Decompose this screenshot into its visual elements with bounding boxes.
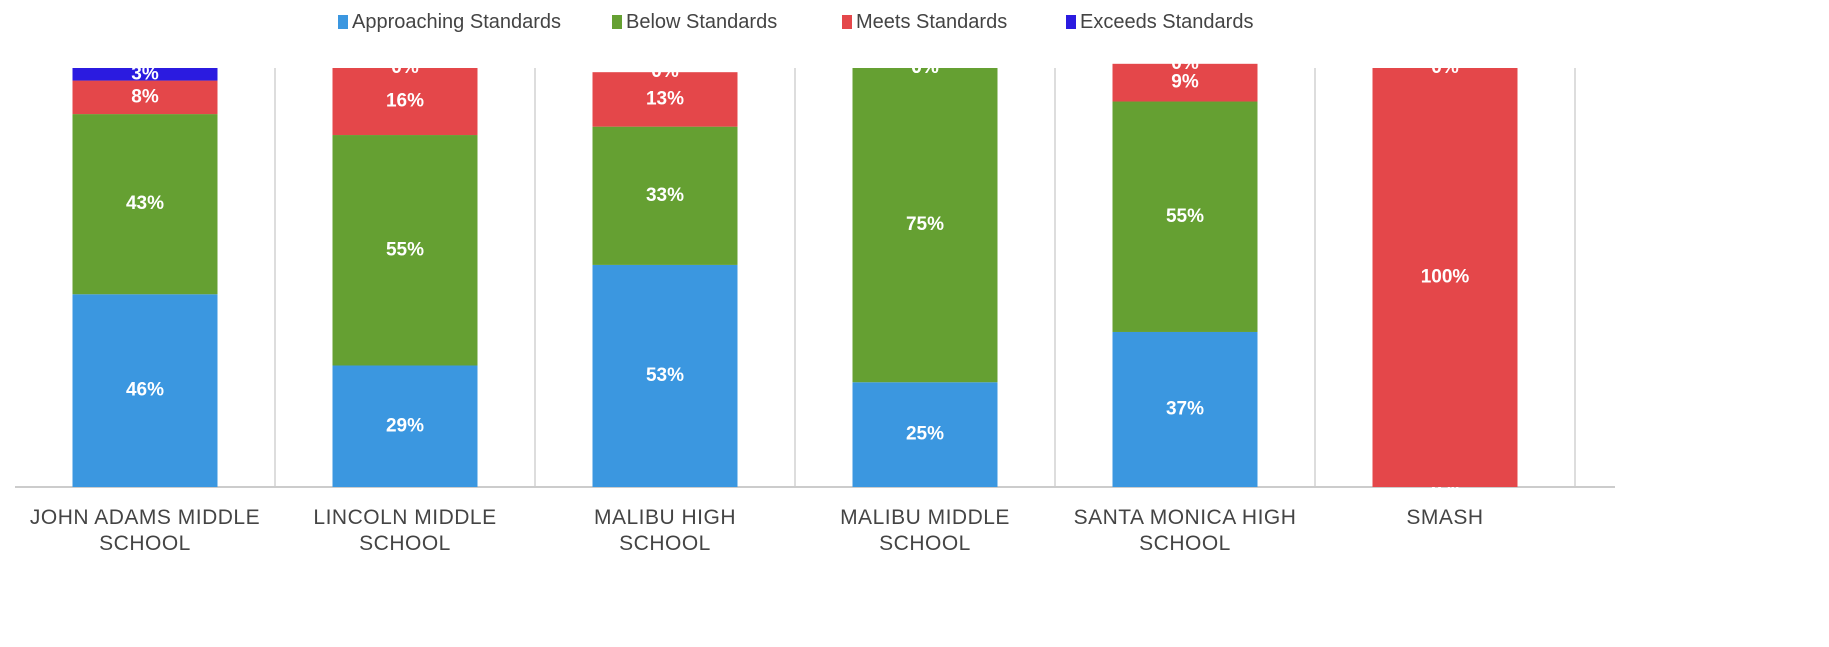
data-label: 0% — [1171, 53, 1199, 74]
data-label: 0% — [391, 57, 419, 78]
x-tick-label: SMASH — [1406, 506, 1484, 529]
data-label: 29% — [386, 415, 424, 436]
data-label: 46% — [126, 380, 164, 401]
bar-segment — [1372, 68, 1518, 487]
data-label: 25% — [906, 424, 944, 445]
x-tick-label: LINCOLN MIDDLE SCHOOL — [313, 506, 497, 555]
data-label: 55% — [386, 239, 424, 260]
data-label: 16% — [386, 91, 424, 112]
data-label: 0% — [911, 57, 939, 78]
bar-segment — [592, 72, 738, 127]
bar-segment — [852, 382, 998, 487]
bar-segment — [592, 264, 738, 487]
legend-item: Meets Standards — [842, 8, 1007, 36]
bar-segment — [592, 126, 738, 265]
data-label: 0% — [911, 57, 939, 78]
data-label: 9% — [1171, 72, 1199, 93]
bar-segment — [1112, 63, 1258, 102]
data-label: 55% — [1166, 206, 1204, 227]
legend-item: Below Standards — [612, 8, 777, 36]
bar-segment — [852, 68, 998, 383]
data-label: 53% — [646, 365, 684, 386]
bar-segment — [1112, 101, 1258, 332]
x-tick-label: MALIBU HIGH SCHOOL — [593, 506, 737, 555]
x-tick-label: SANTA MONICA HIGH SCHOOL — [1073, 506, 1297, 555]
bar-segment — [72, 80, 218, 115]
legend-swatch — [842, 15, 852, 29]
data-label: 37% — [1166, 399, 1204, 420]
x-tick-label: JOHN ADAMS MIDDLE SCHOOL — [29, 506, 261, 555]
legend-label: Approaching Standards — [352, 10, 562, 33]
data-label: 100% — [1421, 267, 1470, 288]
bar-segment — [332, 68, 478, 136]
data-label: 33% — [646, 185, 684, 206]
bar-segment — [332, 135, 478, 366]
data-label: 8% — [131, 86, 159, 107]
bar-segment — [72, 68, 218, 81]
data-label: 13% — [646, 88, 684, 109]
legend-swatch — [338, 15, 348, 29]
data-label: 43% — [126, 193, 164, 214]
bar-segment — [1112, 331, 1258, 487]
bar-segment — [72, 114, 218, 295]
data-label: 75% — [906, 214, 944, 235]
legend-swatch — [1066, 15, 1076, 29]
legend-label: Exceeds Standards — [1080, 10, 1254, 33]
legend-item: Approaching Standards — [338, 8, 561, 36]
legend-item: Exceeds Standards — [1066, 8, 1253, 36]
legend-label: Below Standards — [626, 10, 778, 33]
data-label: 3% — [131, 63, 159, 84]
legend-swatch — [612, 15, 622, 29]
bar-segment — [332, 365, 478, 487]
data-label: 0% — [1431, 57, 1459, 78]
bar-segment — [72, 294, 218, 487]
legend-label: Meets Standards — [856, 10, 1008, 33]
x-tick-label: MALIBU MIDDLE SCHOOL — [840, 506, 1010, 555]
data-label: 0% — [651, 61, 679, 82]
